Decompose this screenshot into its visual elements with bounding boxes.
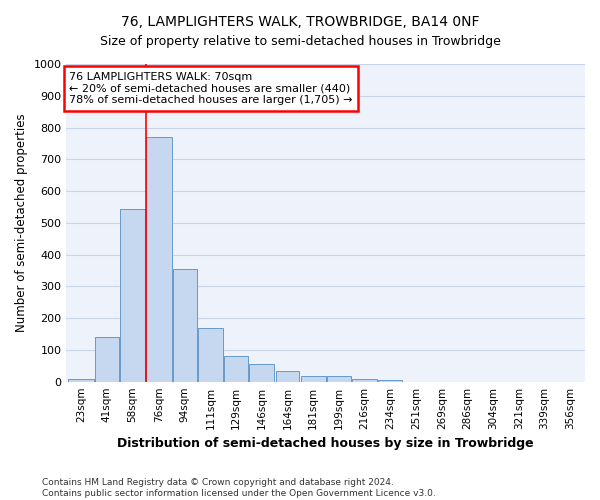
Bar	[224, 356, 248, 382]
Text: 76, LAMPLIGHTERS WALK, TROWBRIDGE, BA14 0NF: 76, LAMPLIGHTERS WALK, TROWBRIDGE, BA14 …	[121, 15, 479, 29]
Bar	[249, 364, 274, 382]
Bar	[173, 269, 197, 382]
Text: Contains HM Land Registry data © Crown copyright and database right 2024.
Contai: Contains HM Land Registry data © Crown c…	[42, 478, 436, 498]
Y-axis label: Number of semi-detached properties: Number of semi-detached properties	[15, 114, 28, 332]
Bar	[120, 208, 145, 382]
Text: 76 LAMPLIGHTERS WALK: 70sqm
← 20% of semi-detached houses are smaller (440)
78% : 76 LAMPLIGHTERS WALK: 70sqm ← 20% of sem…	[70, 72, 353, 105]
Bar	[301, 376, 326, 382]
Bar	[327, 376, 351, 382]
X-axis label: Distribution of semi-detached houses by size in Trowbridge: Distribution of semi-detached houses by …	[118, 437, 534, 450]
Bar	[146, 137, 172, 382]
Bar	[352, 378, 377, 382]
Text: Size of property relative to semi-detached houses in Trowbridge: Size of property relative to semi-detach…	[100, 35, 500, 48]
Bar	[379, 380, 402, 382]
Bar	[68, 378, 94, 382]
Bar	[95, 337, 119, 382]
Bar	[198, 328, 223, 382]
Bar	[275, 370, 299, 382]
